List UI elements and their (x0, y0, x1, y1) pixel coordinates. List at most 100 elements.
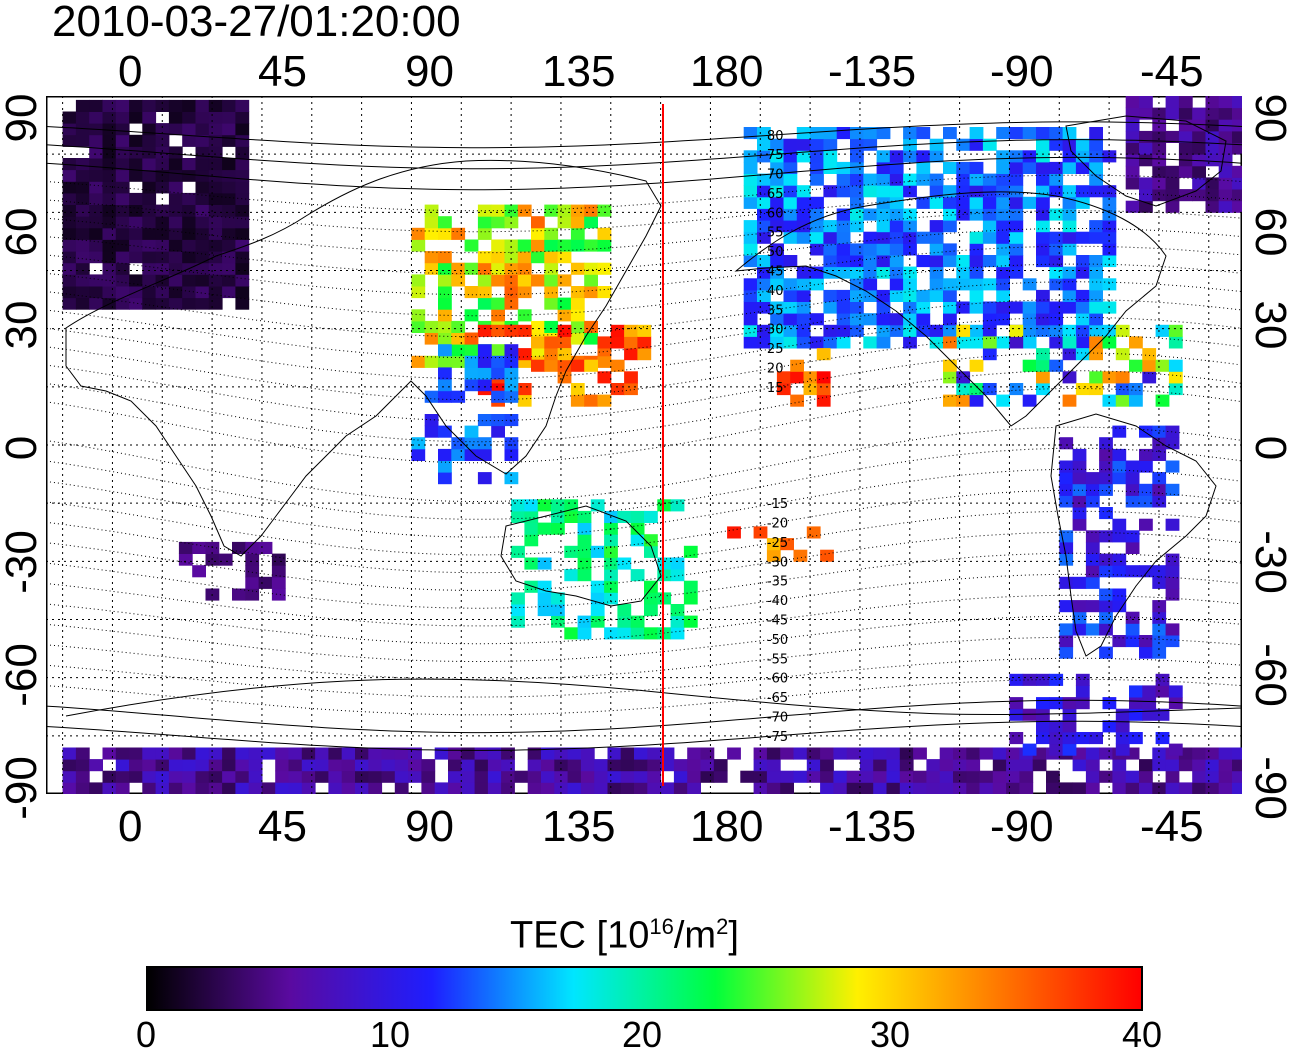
tec-cell (836, 324, 851, 337)
tec-cell (943, 336, 957, 349)
tec-cell (757, 266, 771, 279)
mlat-label: -15 (767, 497, 788, 512)
tec-cell (982, 383, 997, 396)
tec-cell (953, 747, 967, 760)
tec-cell (929, 336, 944, 349)
mlat-label: -50 (767, 633, 788, 648)
tec-cell (943, 359, 957, 372)
tec-cell (1115, 394, 1130, 407)
tec-cell (1009, 127, 1024, 140)
tec-cell (590, 604, 605, 617)
tec-cell (889, 185, 904, 198)
tec-cell (461, 770, 476, 783)
tec-cell (424, 204, 439, 217)
tec-cell (1178, 96, 1193, 109)
tec-cell (982, 138, 997, 151)
tec-cell (451, 320, 466, 333)
tec-cell (783, 289, 798, 302)
tec-cell (567, 747, 582, 760)
mlat-contour (46, 121, 1242, 149)
tec-cell (271, 588, 286, 601)
tec-cell (766, 782, 781, 794)
tec-cell (1218, 189, 1233, 202)
tec-cell (1009, 336, 1024, 349)
tec-cell (886, 759, 901, 772)
tec-cell (421, 770, 436, 783)
tec-cell (1089, 185, 1103, 198)
tec-cell (461, 782, 476, 794)
tec-cell (687, 747, 701, 760)
tec-cell (89, 216, 103, 229)
tec-cell (929, 243, 944, 256)
x-tick-label: 90 (405, 802, 454, 851)
tec-cell (235, 204, 250, 217)
tec-cell (1022, 127, 1037, 140)
tec-cell (195, 770, 210, 783)
tec-cell (155, 262, 170, 275)
tec-cell (142, 251, 157, 264)
tec-cell (1218, 782, 1233, 794)
y-tick-label: -60 (0, 643, 46, 707)
tec-cell (288, 770, 303, 783)
tec-cell (155, 134, 170, 147)
tec-cell (796, 196, 811, 209)
tec-cell (524, 557, 539, 570)
tec-cell (182, 158, 196, 171)
tec-cell (62, 770, 77, 783)
tec-cell (491, 390, 505, 403)
tec-cell (75, 239, 90, 252)
tec-cell (381, 759, 396, 772)
tec-cell (670, 569, 685, 582)
mlat-contour (46, 263, 1242, 317)
tec-cell (1165, 759, 1180, 772)
tec-cell (770, 301, 784, 314)
tec-cell (1019, 782, 1034, 794)
tec-cell (1125, 611, 1140, 624)
tec-cell (451, 344, 466, 357)
tec-cell (1062, 208, 1077, 221)
tec-cell (850, 150, 864, 163)
tec-cell (859, 782, 874, 794)
tec-cell (1075, 150, 1090, 163)
tec-cell (451, 332, 466, 345)
tec-cell (810, 127, 824, 140)
tec-cell (926, 782, 941, 794)
tec-cell (89, 239, 103, 252)
tec-cell (1062, 243, 1077, 256)
tec-cell (1112, 553, 1127, 566)
mlat-label: -25 (767, 536, 788, 551)
tec-cell (1168, 383, 1183, 396)
tec-cell (1099, 507, 1113, 520)
tec-cell (597, 336, 612, 349)
tec-cell (1165, 635, 1180, 648)
tec-cell (1125, 200, 1140, 213)
tec-cell (557, 216, 572, 229)
tec-cell (1115, 348, 1130, 361)
tec-cell (624, 383, 638, 396)
tec-cell (1099, 437, 1113, 450)
tec-cell (796, 324, 811, 337)
tec-cell (1152, 437, 1167, 450)
tec-cell (850, 220, 864, 233)
tec-cell (531, 336, 545, 349)
tec-cell (102, 111, 117, 124)
tec-cell (757, 138, 771, 151)
tec-cell (424, 251, 439, 264)
tec-cell (584, 359, 598, 372)
tec-cell (544, 274, 559, 287)
tec-cell (1192, 130, 1206, 143)
tec-cell (806, 770, 821, 783)
tec-cell (328, 770, 343, 783)
tec-cell (208, 99, 223, 112)
tec-cell (637, 336, 652, 349)
tec-cell (142, 146, 157, 159)
tec-cell (1125, 154, 1140, 167)
tec-cell (155, 123, 170, 136)
tec-cell (504, 286, 519, 299)
tec-cell (554, 782, 569, 794)
tec-cell (557, 239, 572, 252)
tec-cell (1099, 770, 1113, 783)
tec-cell (1205, 759, 1220, 772)
tec-cell (477, 448, 492, 461)
tec-cell (617, 627, 632, 640)
